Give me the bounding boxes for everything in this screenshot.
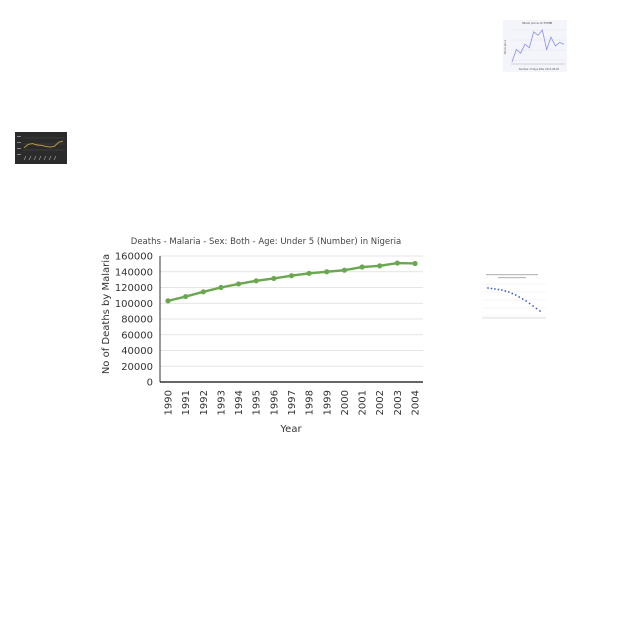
scatter-point — [528, 302, 531, 305]
x-tick-label: 2000 — [340, 390, 351, 415]
x-tick-label: 1995 — [252, 390, 263, 415]
x-tick-label: 2002 — [375, 390, 386, 415]
data-point — [306, 270, 312, 276]
y-tick-label: 60000 — [121, 330, 153, 341]
data-point — [218, 284, 224, 291]
scatter-point — [535, 307, 538, 310]
x-tick-label: 1998 — [305, 390, 316, 415]
scatter-point — [511, 292, 514, 295]
scatter-point — [507, 291, 510, 293]
data-point — [377, 263, 383, 269]
data-point — [271, 275, 277, 282]
x-tick-label: 1990 — [164, 390, 175, 415]
data-point — [183, 293, 189, 300]
series-line — [167, 261, 416, 303]
scatter-chart-thumbnail — [474, 272, 550, 326]
dark-chart-line — [23, 140, 64, 149]
x-tick-label: 2001 — [358, 390, 369, 415]
x-tick-label: 1992 — [199, 390, 210, 415]
y-tick-label: 80000 — [121, 315, 153, 326]
y-tick-label: 100000 — [115, 299, 153, 310]
scatter-point — [521, 298, 524, 300]
data-point — [341, 267, 348, 273]
x-tick-label: 1999 — [322, 390, 333, 415]
malaria-deaths-chart: Deaths - Malaria - Sex: Both - Age: Unde… — [95, 230, 435, 440]
y-tick-label: 120000 — [115, 283, 153, 294]
y-tick-label: 40000 — [121, 346, 153, 357]
x-tick-label: 1996 — [269, 390, 280, 415]
data-point — [200, 289, 206, 295]
data-point — [394, 260, 400, 266]
x-axis-label: Year — [279, 424, 302, 435]
data-point — [324, 269, 330, 275]
scatter-point — [532, 305, 534, 307]
y-tick-label: 20000 — [121, 362, 153, 373]
x-tick-label: 1991 — [181, 390, 192, 415]
x-tick-label: 1994 — [234, 390, 245, 415]
x-tick-label: 1993 — [216, 390, 227, 415]
scatter-point — [497, 288, 500, 291]
x-tick-label: 2003 — [393, 390, 404, 415]
scatter-point — [487, 287, 489, 289]
stock-chart-ylabel: Stock price — [503, 39, 507, 54]
scatter-point — [500, 289, 503, 291]
scatter-point — [525, 300, 528, 302]
scatter-point — [490, 287, 493, 290]
scatter-point — [514, 294, 517, 296]
y-tick-label: 140000 — [115, 267, 153, 278]
data-point — [359, 264, 365, 270]
data-point — [235, 281, 242, 287]
stock-chart-xlabel: Number of days after 2017-09-05 — [519, 68, 560, 71]
stock-chart-title: Stock price of XYMB — [522, 21, 552, 25]
y-axis-label: No of Deaths by Malaria — [101, 254, 112, 374]
x-tick-label: 1997 — [287, 390, 298, 415]
scatter-point — [518, 296, 521, 298]
chart-title: Deaths - Malaria - Sex: Both - Age: Unde… — [131, 237, 401, 247]
scatter-point — [494, 288, 496, 290]
data-point — [253, 278, 259, 284]
stock-price-thumbnail: Stock price of XYMB Stock price Number o… — [503, 20, 567, 72]
scatter-point — [504, 290, 507, 292]
scatter-point — [539, 310, 541, 312]
data-point — [165, 298, 171, 304]
stock-price-line — [511, 29, 565, 63]
data-point — [412, 260, 418, 267]
y-tick-label: 0 — [147, 378, 153, 389]
x-tick-label: 2004 — [411, 390, 422, 415]
y-tick-label: 160000 — [115, 252, 153, 263]
data-point — [288, 273, 295, 279]
dark-line-chart-thumbnail — [15, 132, 67, 164]
